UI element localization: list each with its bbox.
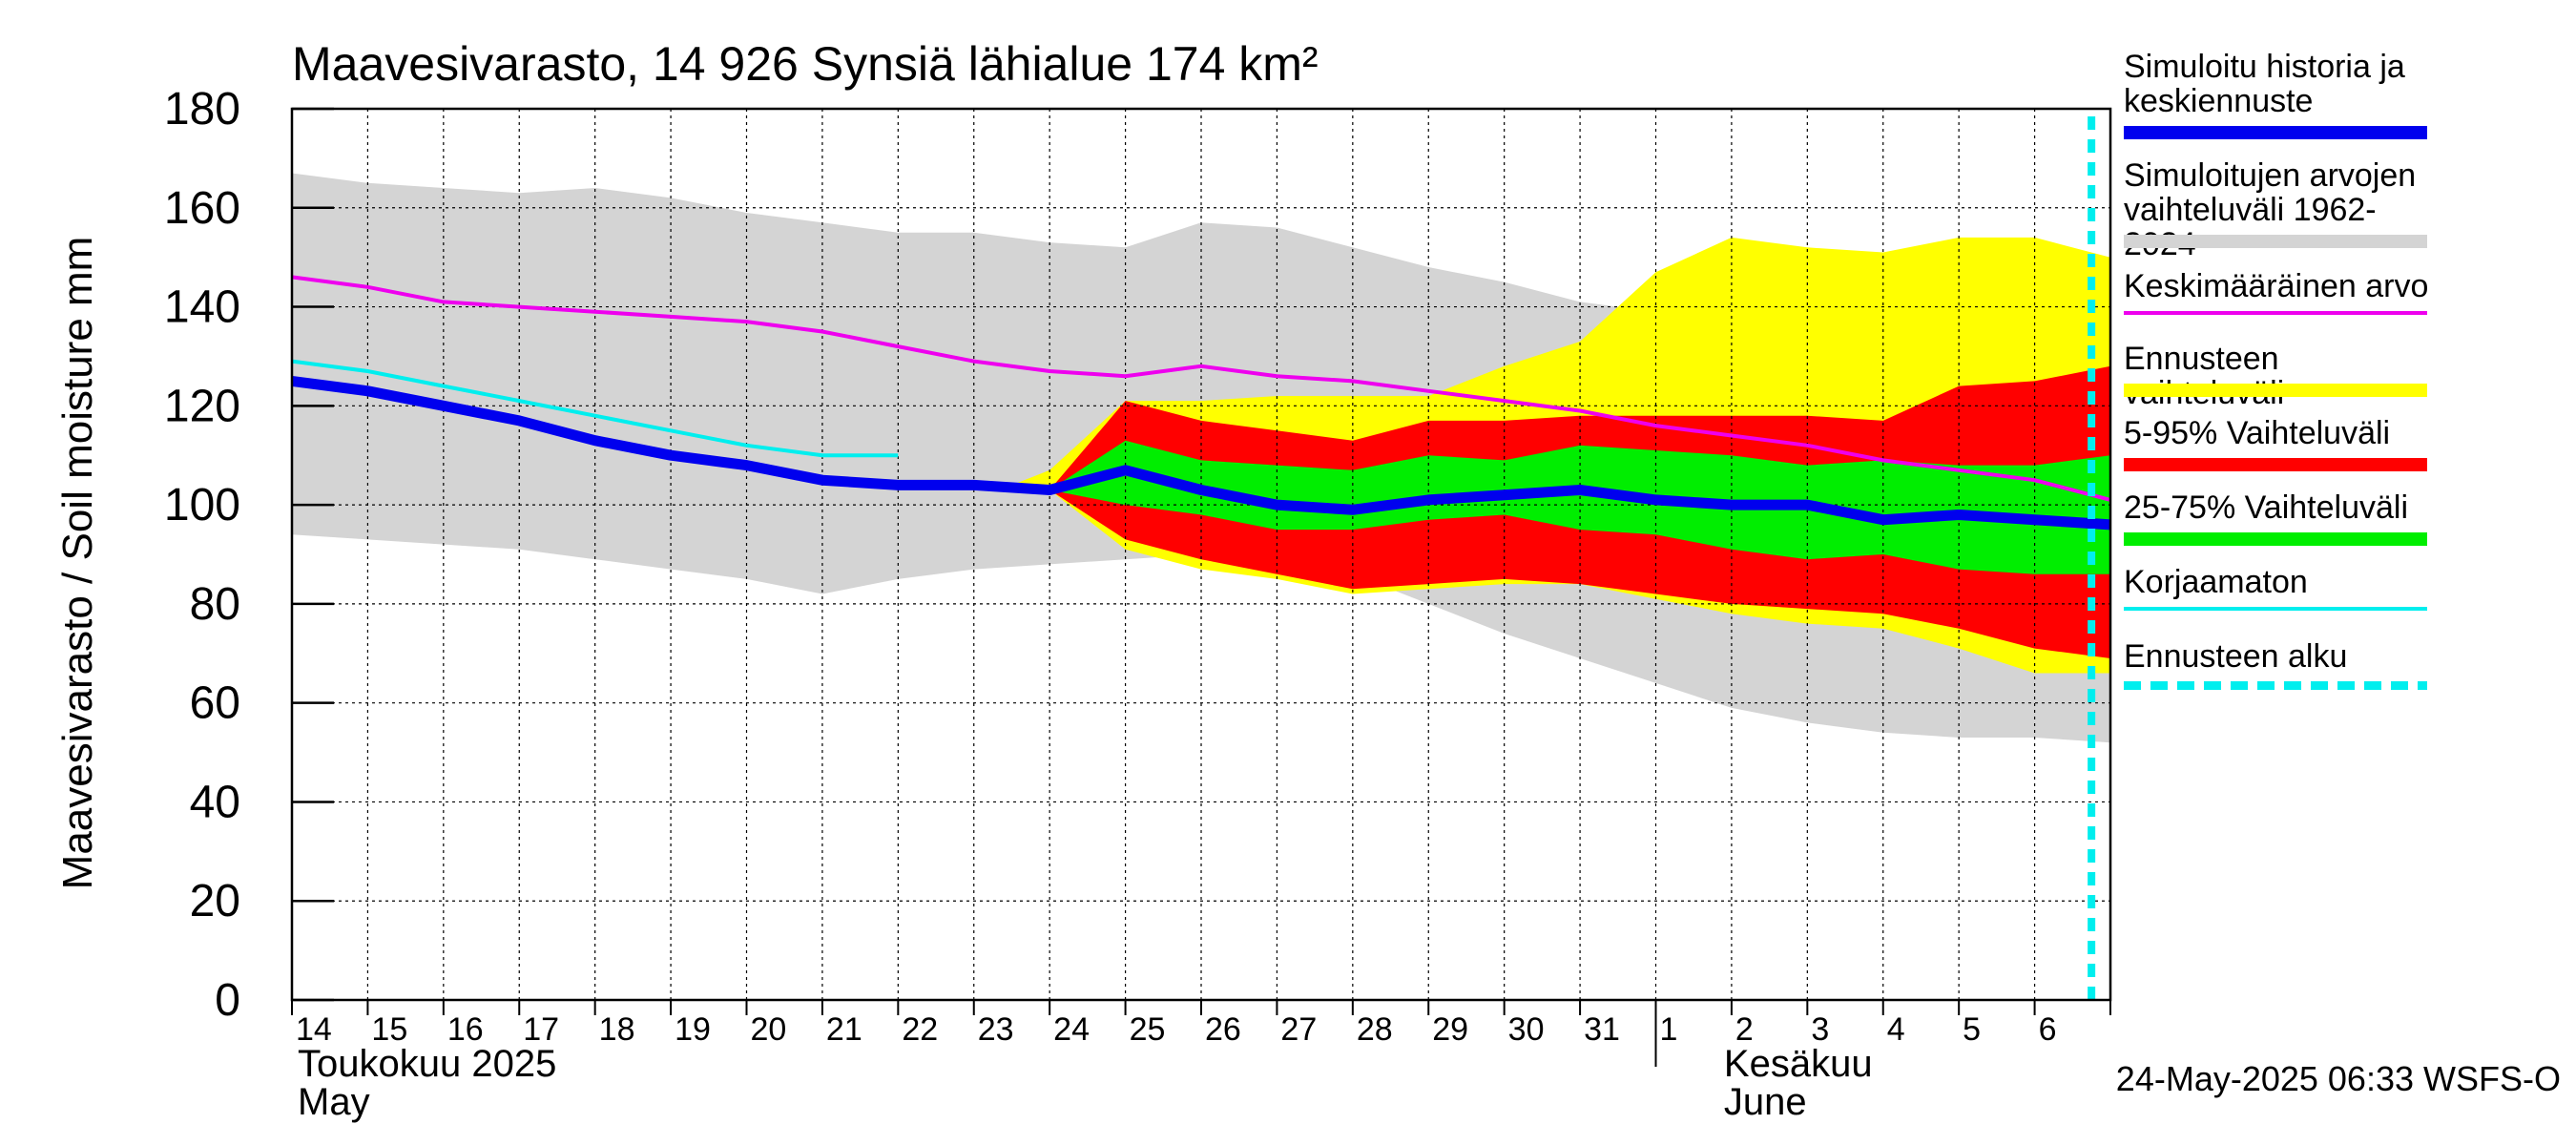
chart-title: Maavesivarasto, 14 926 Synsiä lähialue 1… — [292, 37, 1319, 91]
y-tick-label: 180 — [164, 84, 240, 135]
legend-label: 5-95% Vaihteluväli — [2124, 415, 2391, 451]
legend-item: Ennusteen alku — [2124, 638, 2448, 690]
x-tick-label: 20 — [751, 1011, 787, 1048]
x-tick-label: 3 — [1811, 1011, 1829, 1048]
legend-label: Simuloitujen arvojen vaihteluväli 1962-2… — [2124, 157, 2417, 261]
x-tick-label: 22 — [902, 1011, 938, 1048]
legend-item: 5-95% Vaihteluväli — [2124, 415, 2448, 471]
line-layer — [291, 116, 2111, 1000]
x-tick-label: 4 — [1887, 1011, 1905, 1048]
month-label-june-en: June — [1724, 1081, 1807, 1123]
x-tick-label: 25 — [1130, 1011, 1166, 1048]
x-tick-label: 5 — [1963, 1011, 1981, 1048]
x-tick-label: 24 — [1053, 1011, 1090, 1048]
legend-label: Korjaamaton — [2124, 564, 2308, 600]
x-tick-label: 1 — [1660, 1011, 1678, 1048]
x-tick-label: 14 — [296, 1011, 332, 1048]
y-tick-label: 80 — [190, 579, 240, 630]
y-tick-label: 40 — [190, 777, 240, 827]
legend-swatch — [2124, 311, 2427, 315]
timestamp-footer: 24-May-2025 06:33 WSFS-O — [2115, 1059, 2561, 1098]
legend-item: Ennusteen vaihteluväli — [2124, 342, 2448, 410]
legend-swatch — [2124, 458, 2427, 471]
y-tick-label: 60 — [190, 678, 240, 729]
x-tick-label: 28 — [1357, 1011, 1393, 1048]
month-label-may: Toukokuu 2025 — [298, 1043, 556, 1085]
x-tick-label: 2 — [1735, 1011, 1754, 1048]
legend-item: Simuloitujen arvojen vaihteluväli 1962-2… — [2124, 158, 2448, 261]
band-25-75 — [1049, 440, 2110, 574]
legend-item: Simuloitu historia ja keskiennuste — [2124, 49, 2448, 139]
x-tick-label: 27 — [1280, 1011, 1317, 1048]
legend-label: 25-75% Vaihteluväli — [2124, 489, 2408, 526]
y-tick-label: 160 — [164, 183, 240, 234]
month-label-may-en: May — [298, 1081, 370, 1123]
line-history-forecast — [291, 375, 2111, 531]
legend-item: Korjaamaton — [2124, 564, 2448, 611]
x-tick-label: 26 — [1205, 1011, 1241, 1048]
x-tick-label: 6 — [2039, 1011, 2057, 1048]
y-tick-label: 20 — [190, 876, 240, 926]
y-tick-label: 140 — [164, 282, 240, 333]
x-tick-label: 29 — [1432, 1011, 1468, 1048]
x-tick-label: 30 — [1508, 1011, 1545, 1048]
legend-label: Keskimääräinen arvo — [2124, 268, 2429, 304]
x-tick-label: 16 — [447, 1011, 484, 1048]
grid-layer — [292, 109, 2110, 1000]
x-tick-label: 15 — [371, 1011, 407, 1048]
y-tick-label: 0 — [215, 975, 240, 1026]
x-tick-label: 19 — [675, 1011, 711, 1048]
legend-swatch — [2124, 126, 2427, 139]
legend-swatch — [2124, 532, 2427, 546]
x-tick-label: 17 — [523, 1011, 559, 1048]
month-label-june: Kesäkuu — [1724, 1043, 1873, 1085]
legend-label: Ennusteen alku — [2124, 638, 2348, 675]
legend-label: Simuloitu historia ja keskiennuste — [2124, 49, 2405, 119]
x-tick-label: 23 — [978, 1011, 1014, 1048]
y-tick-label: 100 — [164, 480, 240, 531]
y-axis-label: Maavesivarasto / Soil moisture mm — [54, 237, 101, 890]
legend-item: Keskimääräinen arvo — [2124, 268, 2448, 315]
legend-label: Ennusteen vaihteluväli — [2124, 341, 2284, 410]
x-tick-label: 31 — [1584, 1011, 1620, 1048]
x-tick-label: 21 — [826, 1011, 862, 1048]
legend-swatch — [2124, 607, 2427, 611]
y-tick-label: 120 — [164, 381, 240, 431]
legend-swatch — [2124, 235, 2427, 248]
legend-swatch — [2124, 384, 2427, 397]
line-uncorrected — [291, 359, 899, 458]
x-tick-label: 18 — [599, 1011, 635, 1048]
legend-item: 25-75% Vaihteluväli — [2124, 489, 2448, 546]
line-mean — [291, 275, 2111, 502]
legend-swatch — [2124, 681, 2427, 690]
